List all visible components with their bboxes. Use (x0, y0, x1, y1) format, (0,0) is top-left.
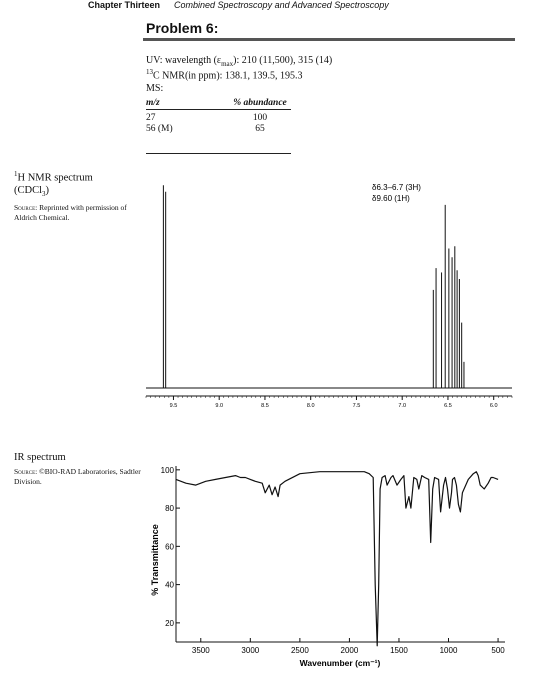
ms-table-header: m/z % abundance (146, 98, 291, 109)
nmr-title-text: H NMR spectrum (17, 172, 93, 184)
uv-data: UV: wavelength (εmax): 210 (11,500), 315… (146, 55, 332, 68)
nmr-annotation-aromatic: δ6.3–6.7 (3H) (372, 183, 421, 192)
uv-values: ): 210 (11,500), 315 (14) (233, 55, 333, 66)
running-header: Chapter Thirteen Combined Spectroscopy an… (88, 0, 389, 10)
nmr-solvent-sub: 3 (42, 189, 46, 198)
ir-y-tick-label: 80 (165, 504, 174, 513)
problem-title-rule (143, 38, 515, 41)
ir-source-label: Source: (14, 467, 38, 476)
nmr-annotation-aldehyde: δ9.60 (1H) (372, 194, 410, 203)
table-row: 56 (M) 65 (146, 124, 291, 135)
ir-x-tick-label: 500 (491, 646, 505, 655)
nmr-solvent: (CDCl (14, 184, 43, 196)
nmr-tick-label: 8.0 (307, 403, 315, 409)
nmr-source-text: Reprinted with permission of Aldrich Che… (14, 202, 127, 222)
nmr-source: Source: Reprinted with permission of Ald… (14, 203, 144, 223)
nmr-sup: 1 (14, 170, 18, 178)
ir-x-tick-label: 3000 (241, 646, 259, 655)
ms-abundance-cell: 100 (252, 113, 268, 123)
nmr-tick-label: 6.5 (444, 403, 452, 409)
ms-col-mz: m/z (146, 98, 160, 108)
chapter-label: Chapter Thirteen (88, 0, 161, 10)
ms-label: MS: (146, 83, 164, 94)
uv-sub: max (221, 60, 234, 68)
ir-x-tick-label: 1500 (390, 646, 408, 655)
nmr-caption: 1H NMR spectrum (CDCl3) Source: Reprinte… (14, 168, 144, 223)
ir-x-tick-label: 2000 (341, 646, 359, 655)
nmr-tick-label: 8.5 (261, 403, 269, 409)
nmr-caption-solvent: (CDCl3) (14, 185, 144, 200)
nmr-caption-title: 1H NMR spectrum (14, 168, 144, 185)
nmr-tick-label: 9.5 (170, 403, 178, 409)
ir-x-tick-label: 1000 (440, 646, 458, 655)
nmr-source-label: Source: (14, 202, 38, 212)
c13-values: C NMR(in ppm): 138.1, 139.5, 195.3 (153, 70, 303, 82)
nmr-tick-label: 6.0 (490, 403, 498, 409)
table-row: 27 100 (146, 113, 291, 124)
nmr-tick-label: 7.5 (353, 403, 361, 409)
ms-col-abundance: % abundance (233, 98, 287, 108)
ir-x-tick-label: 3500 (192, 646, 210, 655)
ms-header-rule (146, 109, 291, 110)
ms-mz-cell: 27 (146, 113, 156, 123)
ir-source-text: ©BIO-RAD Laboratories, Sadtler Division. (14, 467, 141, 486)
ir-x-axis-label: Wavenumber (cm⁻¹) (300, 658, 381, 668)
ms-mz-cell: 56 (M) (146, 124, 173, 134)
nmr-tick-label: 9.0 (215, 403, 223, 409)
uv-label: UV: wavelength (ε (146, 55, 222, 66)
ir-y-tick-label: 60 (165, 542, 174, 551)
c13-data: 13C NMR(in ppm): 138.1, 139.5, 195.3 (146, 68, 302, 81)
ir-x-tick-label: 2500 (291, 646, 309, 655)
ir-source: Source: ©BIO-RAD Laboratories, Sadtler D… (14, 467, 144, 487)
nmr-solvent-end: ) (45, 184, 50, 196)
ir-caption: IR spectrum Source: ©BIO-RAD Laboratorie… (14, 452, 144, 487)
ms-bottom-rule (146, 153, 291, 154)
ms-table: m/z % abundance 27 100 56 (M) 65 (146, 98, 291, 154)
ir-trace (175, 471, 499, 647)
ir-y-tick-label: 100 (161, 466, 175, 475)
ir-y-axis-label: % Transmittance (150, 524, 160, 596)
ir-caption-title: IR spectrum (14, 452, 66, 463)
ir-y-tick-label: 20 (165, 619, 174, 628)
c13-sup: 13 (146, 68, 153, 76)
ms-abundance-cell: 65 (255, 124, 265, 134)
ir-y-tick-label: 40 (165, 581, 174, 590)
nmr-tick-label: 7.0 (398, 403, 406, 409)
chapter-title: Combined Spectroscopy and Advanced Spect… (174, 0, 389, 10)
problem-title: Problem 6: (146, 20, 219, 36)
